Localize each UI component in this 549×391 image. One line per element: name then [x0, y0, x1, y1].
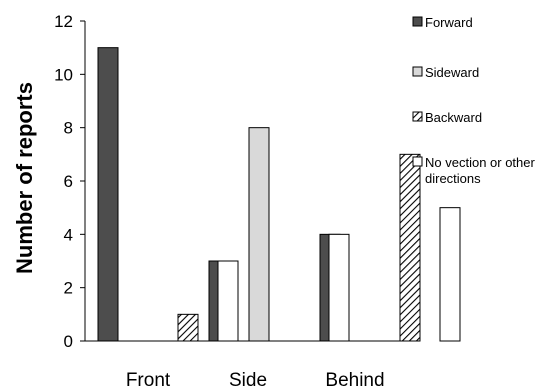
- y-tick-label: 6: [64, 172, 73, 191]
- y-tick-label: 4: [64, 225, 73, 244]
- legend-label-backward: Backward: [425, 110, 482, 125]
- category-label-front: Front: [126, 370, 171, 391]
- bar-forward-front: [97, 47, 119, 342]
- legend-swatch-forward: [412, 16, 423, 27]
- x-axis-categories: Front Side Behind: [126, 370, 385, 391]
- y-tick-label: 2: [64, 279, 73, 298]
- legend-label-no-vection-or-other-directions: No vection or other directions: [425, 155, 536, 186]
- bars: [97, 47, 461, 342]
- y-axis-title: Number of reports: [12, 82, 37, 274]
- legend-label-forward: Forward: [425, 15, 473, 30]
- bar-no-vection-or-other-directions-behind: [439, 207, 461, 342]
- legend-label-sideward: Sideward: [425, 65, 479, 80]
- category-label-behind: Behind: [325, 370, 384, 391]
- legend-swatch-backward: [412, 111, 423, 122]
- y-tick-label: 8: [64, 119, 73, 138]
- y-tick-label: 0: [64, 332, 73, 351]
- axes: [84, 21, 410, 342]
- legend: Forward Sideward Backward No vection or oth…: [412, 15, 536, 186]
- bar-sideward-side: [248, 127, 270, 342]
- legend-swatch-no-vection-or-other-directions: [412, 156, 423, 167]
- y-axis-ticks: 0 2 4 6 8 10 12: [54, 12, 85, 351]
- bar-no-vection-or-other-directions-front: [217, 260, 239, 342]
- legend-swatch-sideward: [412, 66, 423, 77]
- bar-backward-behind: [399, 153, 421, 342]
- bar-no-vection-or-other-directions-side: [328, 233, 350, 342]
- category-label-side: Side: [229, 370, 267, 391]
- bar-backward-front: [177, 313, 199, 342]
- y-tick-label: 12: [54, 12, 73, 31]
- y-tick-label: 10: [54, 65, 73, 84]
